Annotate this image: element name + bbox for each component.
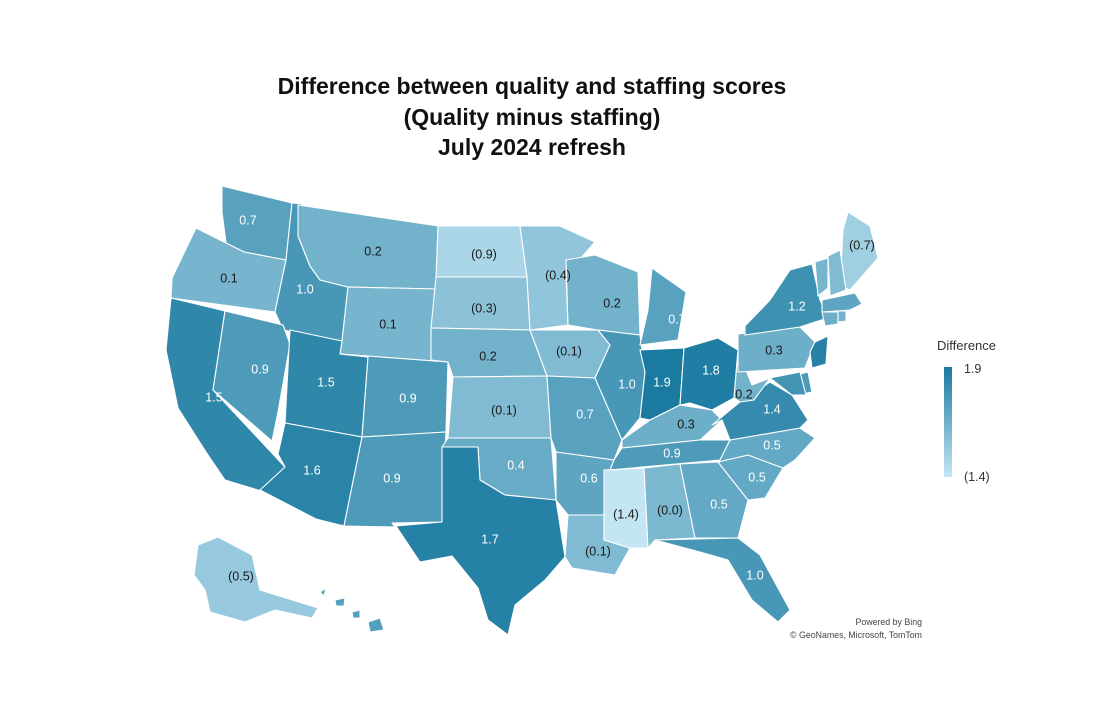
state-label-ny: 1.2 bbox=[788, 299, 805, 313]
state-oh[interactable] bbox=[679, 337, 739, 411]
state-label-al: (0.0) bbox=[657, 503, 683, 517]
state-label-ga: 0.5 bbox=[710, 497, 727, 511]
state-label-az: 1.6 bbox=[303, 463, 320, 477]
state-nh[interactable] bbox=[827, 249, 847, 297]
state-ak[interactable] bbox=[193, 536, 319, 623]
state-label-mt: 0.2 bbox=[364, 244, 381, 258]
legend-color-scale bbox=[944, 367, 952, 477]
state-hi[interactable] bbox=[319, 587, 385, 633]
state-label-la: (0.1) bbox=[585, 544, 611, 558]
state-label-tn: 0.9 bbox=[663, 446, 680, 460]
state-ms[interactable] bbox=[603, 467, 649, 549]
state-label-nc: 0.5 bbox=[763, 438, 780, 452]
state-wi[interactable] bbox=[565, 254, 641, 336]
map-credit-sources: © GeoNames, Microsoft, TomTom bbox=[790, 630, 922, 640]
chart-title-line-1: Difference between quality and staffing … bbox=[277, 73, 787, 99]
state-label-oh: 1.8 bbox=[702, 363, 719, 377]
state-label-tx: 1.7 bbox=[481, 532, 498, 546]
legend-min-label: (1.4) bbox=[964, 470, 990, 484]
state-label-ca: 1.5 bbox=[205, 390, 222, 404]
state-label-ks: (0.1) bbox=[491, 403, 517, 417]
state-nm[interactable] bbox=[343, 431, 447, 528]
state-label-ia: (0.1) bbox=[556, 344, 582, 358]
state-label-ut: 1.5 bbox=[317, 375, 334, 389]
state-label-me: (0.7) bbox=[849, 238, 875, 252]
state-mi[interactable] bbox=[639, 267, 687, 346]
state-label-wi: 0.2 bbox=[603, 296, 620, 310]
state-label-il: 1.0 bbox=[618, 377, 635, 391]
state-label-sc: 0.5 bbox=[748, 470, 765, 484]
state-label-or: 0.1 bbox=[220, 271, 237, 285]
state-label-id: 1.0 bbox=[296, 282, 313, 296]
state-label-ak: (0.5) bbox=[228, 569, 254, 583]
state-md[interactable] bbox=[769, 371, 807, 396]
state-label-mi: 0.7 bbox=[668, 312, 685, 326]
state-nv[interactable] bbox=[212, 310, 291, 442]
state-ga[interactable] bbox=[679, 461, 749, 539]
state-label-sd: (0.3) bbox=[471, 301, 497, 315]
state-label-ky: 0.3 bbox=[677, 417, 694, 431]
state-label-nd: (0.9) bbox=[471, 247, 497, 261]
state-label-nv: 0.9 bbox=[251, 362, 268, 376]
state-label-ms: (1.4) bbox=[613, 507, 639, 521]
state-ct[interactable] bbox=[821, 311, 839, 327]
state-label-nm: 0.9 bbox=[383, 471, 400, 485]
state-label-wv: 0.2 bbox=[735, 387, 752, 401]
state-ma[interactable] bbox=[821, 292, 863, 313]
legend-max-label: 1.9 bbox=[964, 362, 982, 376]
state-ny[interactable] bbox=[744, 263, 829, 336]
chart-title-line-2: (Quality minus staffing) bbox=[403, 104, 661, 130]
state-label-co: 0.9 bbox=[399, 391, 416, 405]
state-nj[interactable] bbox=[809, 335, 829, 369]
state-label-ne: 0.2 bbox=[479, 349, 496, 363]
state-label-ar: 0.6 bbox=[580, 471, 597, 485]
state-label-va: 1.4 bbox=[763, 402, 780, 416]
legend-title: Difference bbox=[937, 338, 997, 353]
state-label-mn: (0.4) bbox=[545, 268, 571, 282]
state-label-fl: 1.0 bbox=[746, 568, 763, 582]
state-label-in: 1.9 bbox=[653, 375, 670, 389]
map-credit-bing: Powered by Bing bbox=[855, 617, 922, 627]
state-label-wy: 0.1 bbox=[379, 317, 396, 331]
state-label-pa: 0.3 bbox=[765, 343, 782, 357]
state-fl[interactable] bbox=[654, 537, 791, 623]
chart-title-line-3: July 2024 refresh bbox=[438, 134, 626, 160]
state-label-mo: 0.7 bbox=[576, 407, 593, 421]
state-tx[interactable] bbox=[395, 446, 566, 636]
state-ri[interactable] bbox=[837, 310, 847, 323]
state-label-ok: 0.4 bbox=[507, 458, 524, 472]
state-me[interactable] bbox=[839, 211, 879, 291]
state-vt[interactable] bbox=[814, 257, 829, 297]
state-label-wa: 0.7 bbox=[239, 213, 256, 227]
